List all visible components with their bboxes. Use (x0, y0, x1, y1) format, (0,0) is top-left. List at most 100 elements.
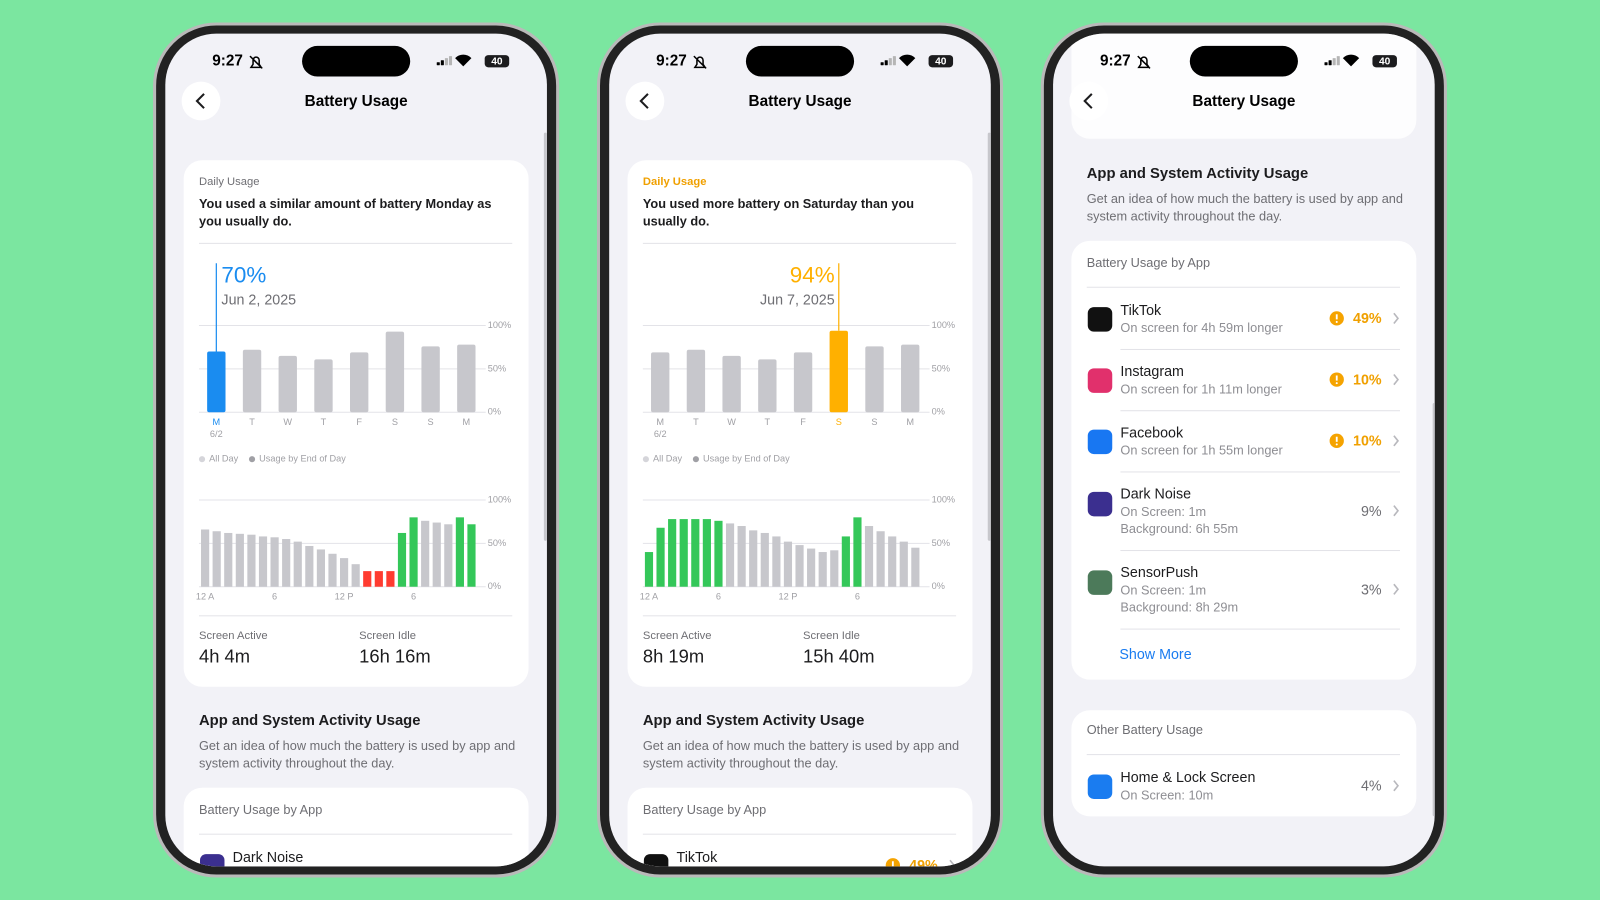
alert-dot (1335, 320, 1338, 323)
chevron (1393, 505, 1400, 517)
hourly-bar (247, 534, 256, 587)
chevron (1393, 312, 1400, 324)
back-chevron (195, 93, 205, 109)
hourly-bar (725, 523, 735, 587)
hourly-bar (421, 520, 430, 587)
hourly-bar (258, 536, 268, 587)
daily-bar (651, 352, 670, 413)
signal-bar (1324, 62, 1328, 66)
chevron (1393, 780, 1400, 792)
list-heading: Battery Usage by App (1086, 255, 1211, 270)
battery-level: 40 (935, 56, 947, 67)
hourly-bar (224, 532, 233, 587)
dynamic-island (745, 45, 855, 77)
back-button[interactable] (1069, 81, 1109, 121)
signal-bar (880, 62, 884, 66)
hour-label: 12 A (640, 591, 659, 601)
day-label: T (249, 417, 255, 427)
hourly-bar (795, 545, 804, 587)
list-heading: Battery Usage by App (198, 802, 323, 817)
app-name[interactable]: Home & Lock Screen (1120, 768, 1256, 786)
app-icon (1087, 368, 1113, 393)
app-icon (1087, 491, 1113, 517)
daily-bar (829, 330, 848, 413)
chevron (1393, 583, 1400, 595)
divider (198, 615, 513, 617)
hourly-bar (899, 541, 908, 587)
divider (642, 242, 957, 244)
signal-bar (888, 58, 892, 66)
signal-bar (1328, 60, 1332, 66)
highlight-date: Jun 2, 2025 (221, 291, 297, 308)
hourly-bar (911, 547, 920, 587)
card-heading: Daily Usage (198, 175, 260, 189)
battery-level: 40 (491, 56, 503, 67)
overlay: 0% 50% 100% M 6/2 T W T F S S M All Day Usage by End … (640, 263, 955, 601)
screen: 0% 50% 100% M 6/2 T W T F S S M All Day Usage by End … (609, 33, 991, 867)
hourly-bar (783, 541, 793, 587)
hour-label: 6 (411, 591, 416, 601)
status-time: 9:27 (212, 52, 243, 70)
highlight-value: 70% (221, 262, 267, 288)
back-button[interactable] (181, 81, 221, 121)
mute-icon (693, 55, 707, 69)
hour-label: 6 (855, 591, 860, 601)
stat-value: 16h 16m (359, 646, 431, 667)
card (183, 787, 529, 867)
phone: 0% 50% 100% M 6/2 T W T F S S M All Day Usage by End … (596, 0, 1004, 900)
hourly-bar (328, 553, 337, 587)
hourly-bar (668, 519, 677, 587)
card (627, 160, 973, 687)
daily-bar (385, 331, 405, 413)
y-tick-label: 0% (488, 581, 501, 591)
hourly-bar (455, 517, 464, 587)
mute-icon (1137, 55, 1151, 69)
divider (642, 833, 957, 835)
legend-dot (642, 456, 649, 463)
y-tick-label: 100% (932, 320, 955, 330)
hourly-bar (714, 520, 723, 587)
hourly-bar (409, 517, 418, 587)
daily-bar (793, 352, 813, 413)
divider (1120, 348, 1400, 350)
y-tick-label: 50% (932, 363, 950, 373)
hourly-bar (316, 549, 325, 587)
app-name[interactable]: TikTok (1120, 301, 1162, 318)
back-button[interactable] (625, 81, 665, 121)
app-name[interactable]: Facebook (1120, 424, 1184, 441)
app-name[interactable]: TikTok (676, 848, 718, 865)
app-name[interactable]: SensorPush (1120, 563, 1199, 581)
day-label: F (800, 417, 806, 427)
show-more[interactable]: Show More (1119, 645, 1192, 662)
card (1071, 240, 1417, 680)
hourly-bar (432, 522, 441, 587)
scroll-indicator (987, 132, 991, 541)
hourly-bar (201, 529, 210, 587)
hour-label: 6 (716, 591, 721, 601)
hourly-bar (397, 532, 407, 587)
phone: 0% 50% 100% M 6/2 T W T F S S M All Day Usage by End … (153, 0, 560, 900)
card (183, 160, 529, 687)
usage-message: You used more battery on Saturday than y… (642, 196, 915, 229)
app-name[interactable]: Dark Noise (232, 848, 304, 865)
legend-dot (248, 456, 256, 463)
hourly-bar (760, 532, 769, 587)
list-heading: Battery Usage by App (642, 802, 767, 817)
hour-label: 12 P (779, 591, 798, 601)
card-heading: Daily Usage (642, 175, 707, 189)
usage-message: You used a similar amount of battery Mon… (198, 196, 492, 229)
app-detail: On screen for 4h 59m longer (1120, 320, 1283, 336)
app-icon (1087, 570, 1113, 595)
signal-bar (892, 56, 896, 66)
day-label: T (321, 417, 327, 427)
screen-title: Battery Usage (1192, 92, 1296, 111)
app-name[interactable]: Instagram (1120, 362, 1184, 380)
highlight-value: 94% (789, 262, 835, 288)
y-tick-label: 0% (932, 581, 945, 591)
day-label: M (463, 417, 471, 427)
app-name[interactable]: Dark Noise (1120, 485, 1192, 502)
overlay: 40 (1069, 45, 1397, 121)
signal-bar (884, 60, 888, 66)
y-tick-label: 50% (932, 538, 950, 548)
battery-icon (928, 55, 954, 68)
